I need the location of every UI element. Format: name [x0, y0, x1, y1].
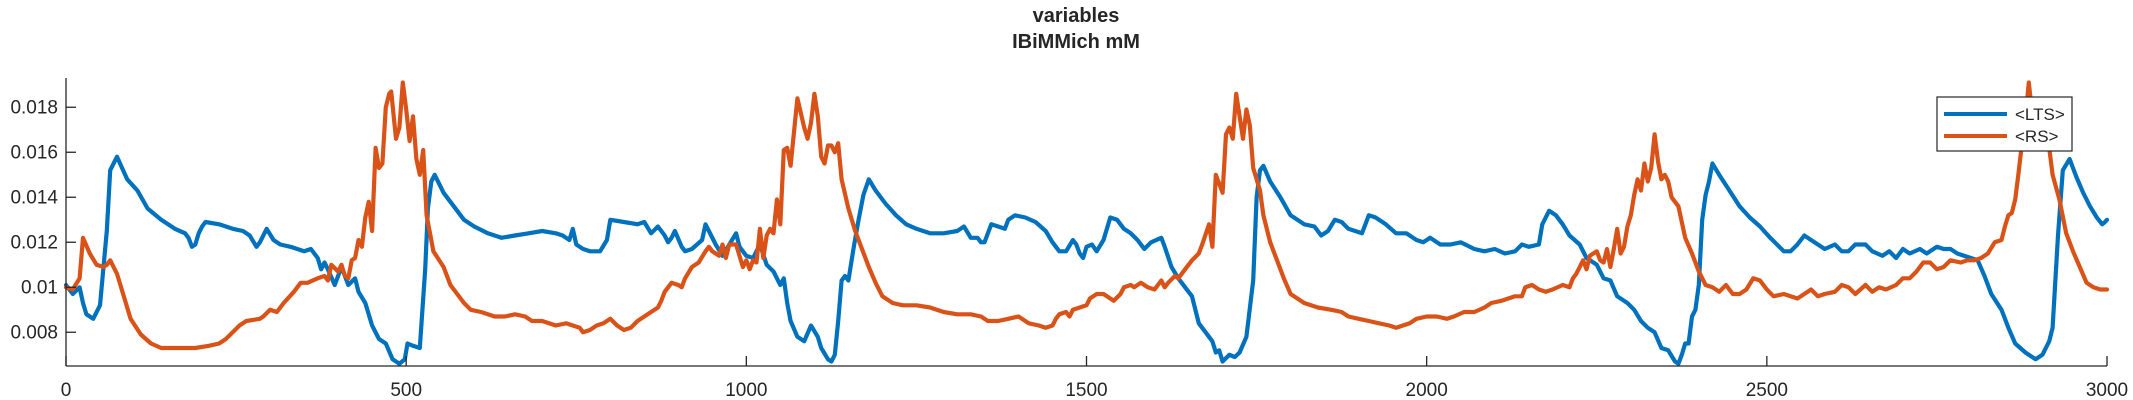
x-tick-label: 2500 [1746, 380, 1788, 400]
y-tick-label: 0.008 [10, 322, 58, 343]
legend-label-rs: <RS> [2015, 127, 2059, 146]
chart-title: variables [1033, 5, 1120, 27]
series-line-lts [63, 154, 2110, 366]
legend-label-lts: <LTS> [2015, 105, 2065, 124]
y-tick-label: 0.016 [10, 142, 58, 163]
legend-box [1936, 96, 2073, 152]
series-line-rs [63, 80, 2110, 351]
x-tick-label: 3000 [2086, 380, 2128, 400]
x-tick-label: 1500 [1065, 380, 1107, 400]
x-tick-label: 500 [390, 380, 422, 400]
chart-subtitle: IBiMMich mM [1012, 31, 1140, 53]
y-tick-label: 0.018 [10, 97, 58, 118]
x-ticks: 0 500 1000 1500 2000 2500 3000 [61, 356, 2128, 400]
legend: <LTS> <RS> [1936, 96, 2073, 152]
y-ticks: 0.008 0.01 0.012 0.014 0.016 0.018 [10, 97, 76, 343]
series-layer [63, 80, 2110, 366]
y-tick-label: 0.01 [21, 277, 58, 298]
x-tick-label: 2000 [1406, 380, 1448, 400]
y-tick-label: 0.014 [10, 187, 58, 208]
y-tick-label: 0.012 [10, 232, 58, 253]
x-tick-label: 0 [61, 380, 72, 400]
x-tick-label: 1000 [725, 380, 767, 400]
